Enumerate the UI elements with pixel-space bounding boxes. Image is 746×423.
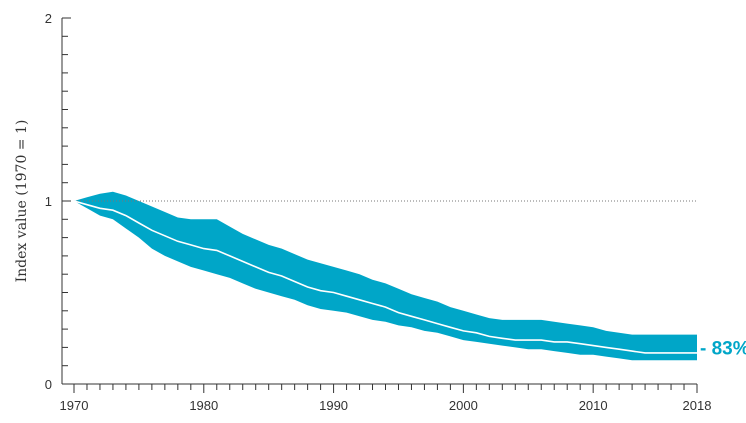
x-tick-label: 1990 (319, 398, 348, 413)
x-tick-label: 1970 (60, 398, 89, 413)
x-axis-ticks: 1970 1980 1990 2000 2010 2018 (60, 384, 712, 413)
x-tick-label: 2000 (449, 398, 478, 413)
y-tick-label: 2 (45, 11, 52, 26)
index-line (73, 200, 697, 354)
confidence-band (74, 191, 697, 361)
x-tick-label: 2010 (579, 398, 608, 413)
end-change-label: - 83% (700, 338, 746, 359)
axes (61, 18, 697, 385)
y-tick-label: 0 (45, 377, 52, 392)
x-tick-label: 2018 (683, 398, 712, 413)
y-tick-label: 1 (45, 194, 52, 209)
y-axis-label: Index value (1970 = 1) (14, 120, 30, 283)
y-axis-ticks: 0 1 2 (45, 11, 71, 392)
x-tick-label: 1980 (189, 398, 218, 413)
